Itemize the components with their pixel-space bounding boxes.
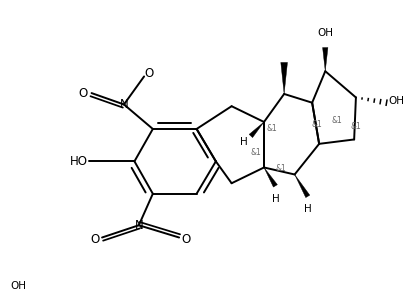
Polygon shape: [249, 122, 264, 138]
Text: &1: &1: [351, 122, 361, 131]
Polygon shape: [294, 175, 310, 198]
Text: OH: OH: [11, 281, 26, 291]
Text: O: O: [90, 233, 99, 246]
Text: &1: &1: [275, 164, 286, 173]
Text: HO: HO: [70, 155, 88, 168]
Text: H: H: [240, 137, 248, 147]
Text: O: O: [145, 67, 153, 80]
Text: &1: &1: [251, 148, 262, 157]
Text: N: N: [134, 219, 143, 232]
Text: &1: &1: [266, 125, 277, 134]
Text: &1: &1: [311, 120, 322, 129]
Text: H: H: [271, 194, 279, 204]
Text: OH: OH: [317, 28, 333, 38]
Text: O: O: [182, 233, 191, 246]
Text: O: O: [79, 87, 88, 100]
Text: H: H: [304, 205, 311, 214]
Text: N: N: [119, 98, 128, 111]
Text: OH: OH: [388, 96, 404, 106]
Text: &1: &1: [331, 116, 342, 125]
Polygon shape: [281, 63, 288, 94]
Polygon shape: [323, 47, 328, 71]
Polygon shape: [264, 168, 277, 187]
